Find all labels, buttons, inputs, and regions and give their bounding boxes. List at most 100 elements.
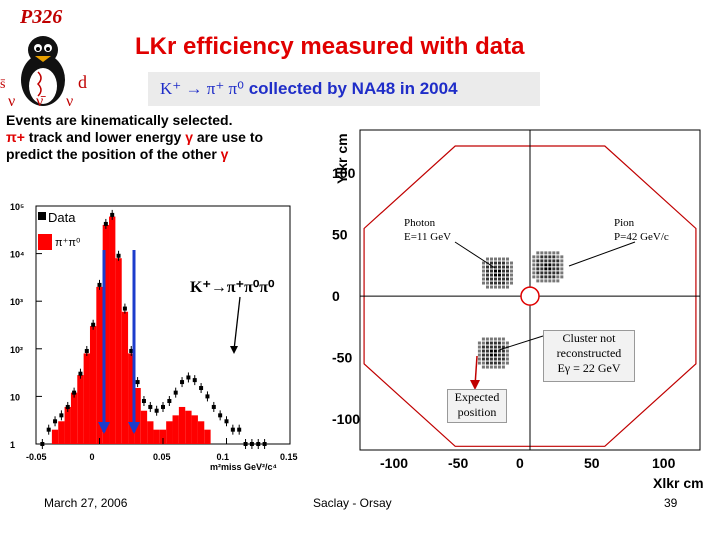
mc-bar <box>134 388 141 444</box>
mc-bar <box>159 429 167 444</box>
map-xtick-label: 100 <box>652 455 676 471</box>
footer-date: March 27, 2006 <box>44 496 128 510</box>
mc-bar <box>166 421 173 444</box>
upper-cut-arrowhead <box>128 422 140 434</box>
photon-cluster <box>482 257 513 289</box>
cluster-line3: Eγ = 22 GeV <box>557 361 621 375</box>
map-ytick-label: 0 <box>332 288 340 304</box>
expected-position-box: Expected position <box>447 389 507 423</box>
mc-bar <box>51 429 59 444</box>
subtitle-rest: collected by NA48 in 2004 <box>248 79 458 98</box>
mc-bar <box>58 421 65 444</box>
k3pi-annotation: K⁺→π⁺π⁰π⁰ <box>190 279 275 296</box>
mc-bar <box>178 406 186 444</box>
mc-bar <box>128 353 135 444</box>
note-line2a: track and lower energy <box>28 129 182 145</box>
mc-bar <box>102 224 110 444</box>
map-xtick-label: 0 <box>516 455 524 471</box>
expected-line2: position <box>457 405 497 419</box>
note-line2b: are use to <box>196 129 264 145</box>
map-ytick-label: 100 <box>332 165 356 181</box>
hist-xtick-label: 0.05 <box>153 452 171 462</box>
pion-cluster <box>532 251 564 283</box>
mc-bar <box>153 429 160 444</box>
pion-pointer <box>568 241 636 267</box>
cluster-line2: reconstructed <box>556 346 622 360</box>
map-ylabel: Ylkr cm <box>334 133 350 184</box>
slide-title: LKr efficiency measured with data <box>135 33 525 60</box>
photon-pointer <box>454 241 496 269</box>
note-line3: predict the position of the other <box>6 146 217 162</box>
subtitle-background <box>148 72 540 106</box>
map-ytick-label: 50 <box>332 227 348 243</box>
cluster-line1: Cluster not <box>562 331 616 345</box>
mc-bar <box>185 410 192 444</box>
hist-xlabel: m²miss GeV²/c⁴ <box>210 462 277 472</box>
penguin-logo-icon: s̄ d ν ν̄ ν <box>0 36 87 108</box>
logo-glyph-nu-left: ν <box>8 93 15 108</box>
pi-plus-symbol: π+ <box>6 129 25 145</box>
mc-bar <box>121 311 129 444</box>
mc-bar <box>115 258 122 444</box>
beam-pipe-circle <box>520 286 540 306</box>
lkr-cluster-map: 100 50 0 -50 -100 -100 -50 0 50 100 Ylkr cm Xlkr… <box>332 129 704 491</box>
mc-bar <box>109 216 116 444</box>
legend-data-marker <box>38 212 46 220</box>
subtitle-decay: K⁺ → π⁺ π⁰ <box>160 79 244 98</box>
mc-bar <box>191 415 198 444</box>
map-xtick-label: -100 <box>380 455 408 471</box>
mc-bar <box>147 421 154 444</box>
expected-position-cluster <box>477 337 509 369</box>
photon-energy: E=11 GeV <box>404 231 452 243</box>
slide-subtitle: K⁺ → π⁺ π⁰ collected by NA48 in 2004 <box>160 79 458 99</box>
note-line1: Events are kinematically selected. <box>6 112 233 128</box>
logo-glyph-s: s̄ <box>0 77 6 92</box>
hist-xtick-label: -0.05 <box>26 452 47 462</box>
pion-momentum: P=42 GeV/c <box>614 231 669 243</box>
mc-bar <box>140 410 148 444</box>
hist-xtick-label: 0.1 <box>217 452 230 462</box>
mc-bar <box>70 392 78 444</box>
logo-text: P326 <box>20 6 63 28</box>
map-xtick-label: 50 <box>584 455 600 471</box>
logo-glyph-nu-mid: ν̄ <box>36 93 46 108</box>
footer-venue: Saclay - Orsay <box>313 496 392 510</box>
mc-bar <box>197 421 205 444</box>
annotation-arrowhead <box>230 346 238 354</box>
mc-bar <box>64 406 71 444</box>
cluster-pointer <box>498 335 544 351</box>
mc-bar <box>89 326 97 444</box>
hist-ytick-label: 10⁵ <box>10 202 24 212</box>
annotation-arrow <box>233 296 241 351</box>
photon-label: Photon E=11 GeV <box>404 216 451 244</box>
pion-label: Pion P=42 GeV/c <box>614 216 669 244</box>
mc-bar <box>204 429 211 444</box>
lkr-octagon-outline <box>363 145 697 447</box>
mc-bar <box>83 353 90 444</box>
lower-cut-arrowhead <box>98 422 110 434</box>
missing-mass-histogram: 1 10 10² 10³ 10⁴ 10⁵ -0.05 0 0.05 0.1 0.15 Data π… <box>10 202 298 472</box>
hist-xtick-label: 0 <box>90 452 95 462</box>
expected-arrowhead <box>470 380 480 390</box>
map-xlabel: Xlkr cm <box>653 475 704 491</box>
mc-bar <box>172 415 179 444</box>
selection-note: Events are kinematically selected. π+ tr… <box>6 112 306 163</box>
map-ytick-label: -50 <box>332 350 352 366</box>
cluster-not-reconstructed-box: Cluster not reconstructed Eγ = 22 GeV <box>543 330 635 382</box>
legend-mc-swatch <box>38 234 52 250</box>
logo-glyph-nu-right: ν <box>66 93 73 108</box>
gamma-symbol-2: γ <box>220 146 229 162</box>
hist-ytick-label: 10³ <box>10 297 23 307</box>
map-xtick-label: -50 <box>448 455 468 471</box>
hist-ytick-label: 10 <box>10 392 20 402</box>
legend-mc-label: π⁺π⁰ <box>55 237 81 249</box>
hist-xtick-label: 0.15 <box>280 452 298 462</box>
mc-bar <box>96 286 103 444</box>
logo-glyph-d: d <box>78 72 87 92</box>
hist-ytick-label: 10² <box>10 345 23 355</box>
photon-name: Photon <box>404 217 436 229</box>
page-number: 39 <box>664 496 678 510</box>
expected-line1: Expected <box>454 390 500 404</box>
gamma-symbol: γ <box>185 129 193 145</box>
legend-data-label: Data <box>48 210 76 225</box>
